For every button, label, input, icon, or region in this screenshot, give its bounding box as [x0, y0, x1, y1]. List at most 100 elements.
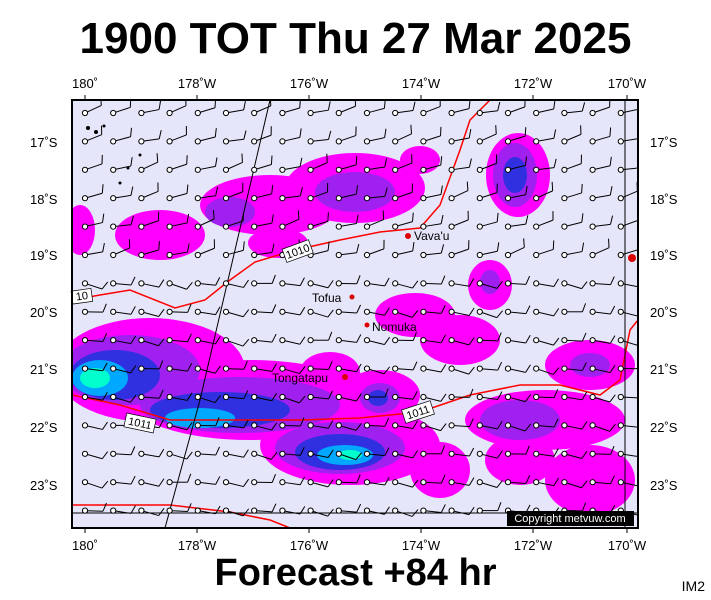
wind-barb-feather: [466, 181, 469, 191]
wind-barb-feather: [468, 477, 475, 486]
wind-station: [561, 138, 568, 145]
wind-station: [448, 337, 455, 344]
wind-station: [81, 308, 89, 315]
lat-label-right-3: 20˚S: [650, 305, 678, 320]
wind-barb-feather: [299, 366, 306, 374]
place-tongatapu: Tongatapu: [272, 371, 328, 385]
wind-station: [138, 337, 145, 344]
wind-station: [166, 479, 173, 486]
wind-barb-feather: [214, 336, 221, 345]
wind-barb-feather: [156, 153, 159, 163]
wind-station: [335, 308, 342, 315]
wind-barb-shaft: [510, 246, 525, 255]
wind-barb-shaft: [341, 164, 357, 170]
wind-station: [392, 479, 399, 486]
wind-barb-shaft: [454, 166, 470, 170]
wind-barb-shaft: [284, 482, 301, 486]
wind-barb-feather: [214, 128, 217, 138]
copyright-box: [507, 511, 634, 526]
wind-barb-shaft: [595, 311, 611, 315]
wind-barb-shaft: [143, 161, 158, 170]
wind-station: [81, 507, 89, 514]
wind-station: [392, 365, 399, 372]
wind-barb-feather: [639, 449, 643, 457]
wind-station: [448, 393, 455, 401]
wind-barb-feather: [440, 244, 445, 254]
wind-barb-shaft: [115, 165, 131, 170]
wind-station: [194, 365, 201, 372]
wind-station: [81, 195, 89, 202]
wind-station: [561, 393, 568, 401]
wind-barb-shaft: [341, 340, 357, 343]
wind-barb-feather: [525, 445, 530, 455]
wind-barb-shaft: [397, 162, 413, 170]
wind-barb-feather: [581, 502, 587, 512]
wind-barb-feather: [497, 420, 503, 430]
wind-barb-feather: [609, 394, 616, 403]
wind-barb-feather: [553, 448, 559, 457]
wind-barb-feather: [130, 276, 136, 286]
wind-station: [476, 393, 483, 401]
wind-station: [533, 195, 540, 202]
lat-label-right-0: 17˚S: [650, 135, 678, 150]
wind-station: [335, 393, 342, 401]
wind-barb-shaft: [369, 453, 385, 457]
wind-barb-feather: [327, 101, 331, 111]
wind-barb-feather: [299, 277, 305, 286]
wind-barb-shaft: [87, 482, 103, 489]
wind-barb-feather: [102, 213, 105, 223]
wind-barb-shaft: [143, 220, 159, 227]
wind-station: [504, 138, 512, 145]
wind-barb-shaft: [369, 137, 385, 142]
wind-barb-shaft: [143, 109, 160, 113]
wind-station: [279, 422, 286, 429]
wind-barb-shaft: [200, 195, 216, 199]
wind-barb-shaft: [284, 368, 300, 375]
wind-station: [279, 365, 286, 372]
place-nomuka: Nomuka: [372, 320, 417, 334]
wind-station: [561, 422, 568, 429]
wind-station: [448, 365, 455, 372]
wind-station: [448, 479, 455, 486]
wind-station: [363, 223, 371, 230]
wind-barb-shaft: [171, 163, 187, 170]
lat-label-left-5: 22˚S: [30, 420, 58, 435]
wind-station: [363, 308, 371, 315]
wind-station: [589, 337, 596, 344]
wind-barb-shaft: [143, 482, 160, 487]
wind-barb-shaft: [425, 193, 442, 199]
wind-barb-feather: [271, 214, 274, 224]
wind-station: [476, 365, 483, 372]
wind-station: [194, 166, 201, 173]
wind-barb-shaft: [341, 510, 357, 513]
wind-barb-shaft: [425, 252, 442, 256]
wind-barb-shaft: [454, 510, 470, 516]
wind-station: [166, 251, 173, 259]
wind-barb-shaft: [369, 166, 385, 170]
wind-barb-shaft: [538, 311, 554, 317]
wind-station: [166, 166, 173, 173]
wind-barb-shaft: [538, 340, 554, 346]
wind-barb-feather: [412, 241, 415, 252]
wind-barb-shaft: [87, 104, 102, 113]
wind-barb-shaft: [228, 109, 244, 114]
wind-station: [476, 422, 483, 429]
wind-station: [251, 308, 258, 315]
wind-station: [279, 223, 286, 230]
wind-barb-feather: [523, 238, 525, 248]
wind-barb-shaft: [256, 397, 272, 402]
wind-station: [251, 195, 258, 202]
wind-barb-feather: [355, 422, 362, 431]
wind-barb-feather: [384, 506, 390, 515]
wind-barb-feather: [440, 445, 446, 454]
wind-barb-feather: [355, 393, 362, 402]
wind-station: [166, 109, 173, 117]
wind-barb-shaft: [341, 135, 356, 142]
wind-station: [307, 422, 314, 429]
wind-barb-feather: [158, 338, 165, 347]
wind-barb-feather: [497, 391, 503, 400]
wind-barb-feather: [440, 364, 447, 373]
wind-barb-shaft: [510, 164, 526, 170]
wind-barb-shaft: [171, 283, 187, 290]
wind-barb-feather: [384, 476, 390, 486]
